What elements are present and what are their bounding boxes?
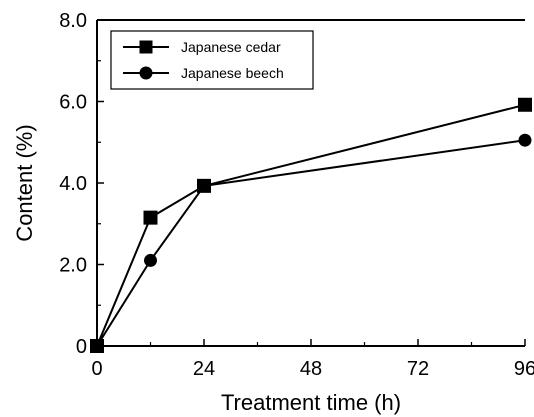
y-axis-title: Content (%): [12, 124, 37, 241]
data-point-circle: [90, 339, 104, 353]
y-tick-label: 2.0: [59, 255, 87, 277]
data-point-square: [143, 210, 158, 225]
x-tick-label: 96: [514, 358, 534, 380]
series-japanese-cedar: [90, 97, 532, 353]
legend-label: Japanese beech: [181, 65, 284, 81]
data-series: [90, 97, 532, 353]
data-point-circle: [144, 253, 157, 267]
y-tick-label: 0: [76, 336, 87, 358]
legend-item-japanese-beech: Japanese beech: [123, 65, 284, 81]
series-line: [96, 139, 526, 347]
data-point-circle: [518, 133, 532, 147]
legend-circle-marker: [139, 66, 153, 80]
legend-square-marker: [139, 40, 153, 54]
x-tick-label: 0: [91, 358, 102, 380]
y-tick-label: 6.0: [59, 92, 87, 114]
series-line: [96, 103, 526, 347]
x-tick-label: 48: [300, 358, 322, 380]
y-tick-label: 8.0: [59, 10, 87, 32]
x-tick-label: 24: [193, 358, 215, 380]
series-japanese-beech: [90, 133, 532, 353]
axis-ticks: 0 2.0 4.0 6.0 8.0 0 24 48 72 96: [59, 10, 534, 380]
legend: Japanese cedar Japanese beech: [110, 30, 314, 90]
x-axis-title: Treatment time (h): [221, 390, 401, 415]
data-point-square: [518, 97, 532, 112]
x-tick-label: 72: [407, 358, 429, 380]
data-point-circle: [197, 179, 211, 193]
y-tick-label: 4.0: [59, 173, 87, 195]
legend-label: Japanese cedar: [181, 39, 281, 55]
legend-item-japanese-cedar: Japanese cedar: [123, 39, 281, 55]
